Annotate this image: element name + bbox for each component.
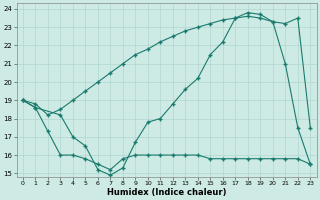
X-axis label: Humidex (Indice chaleur): Humidex (Indice chaleur) [107,188,226,197]
